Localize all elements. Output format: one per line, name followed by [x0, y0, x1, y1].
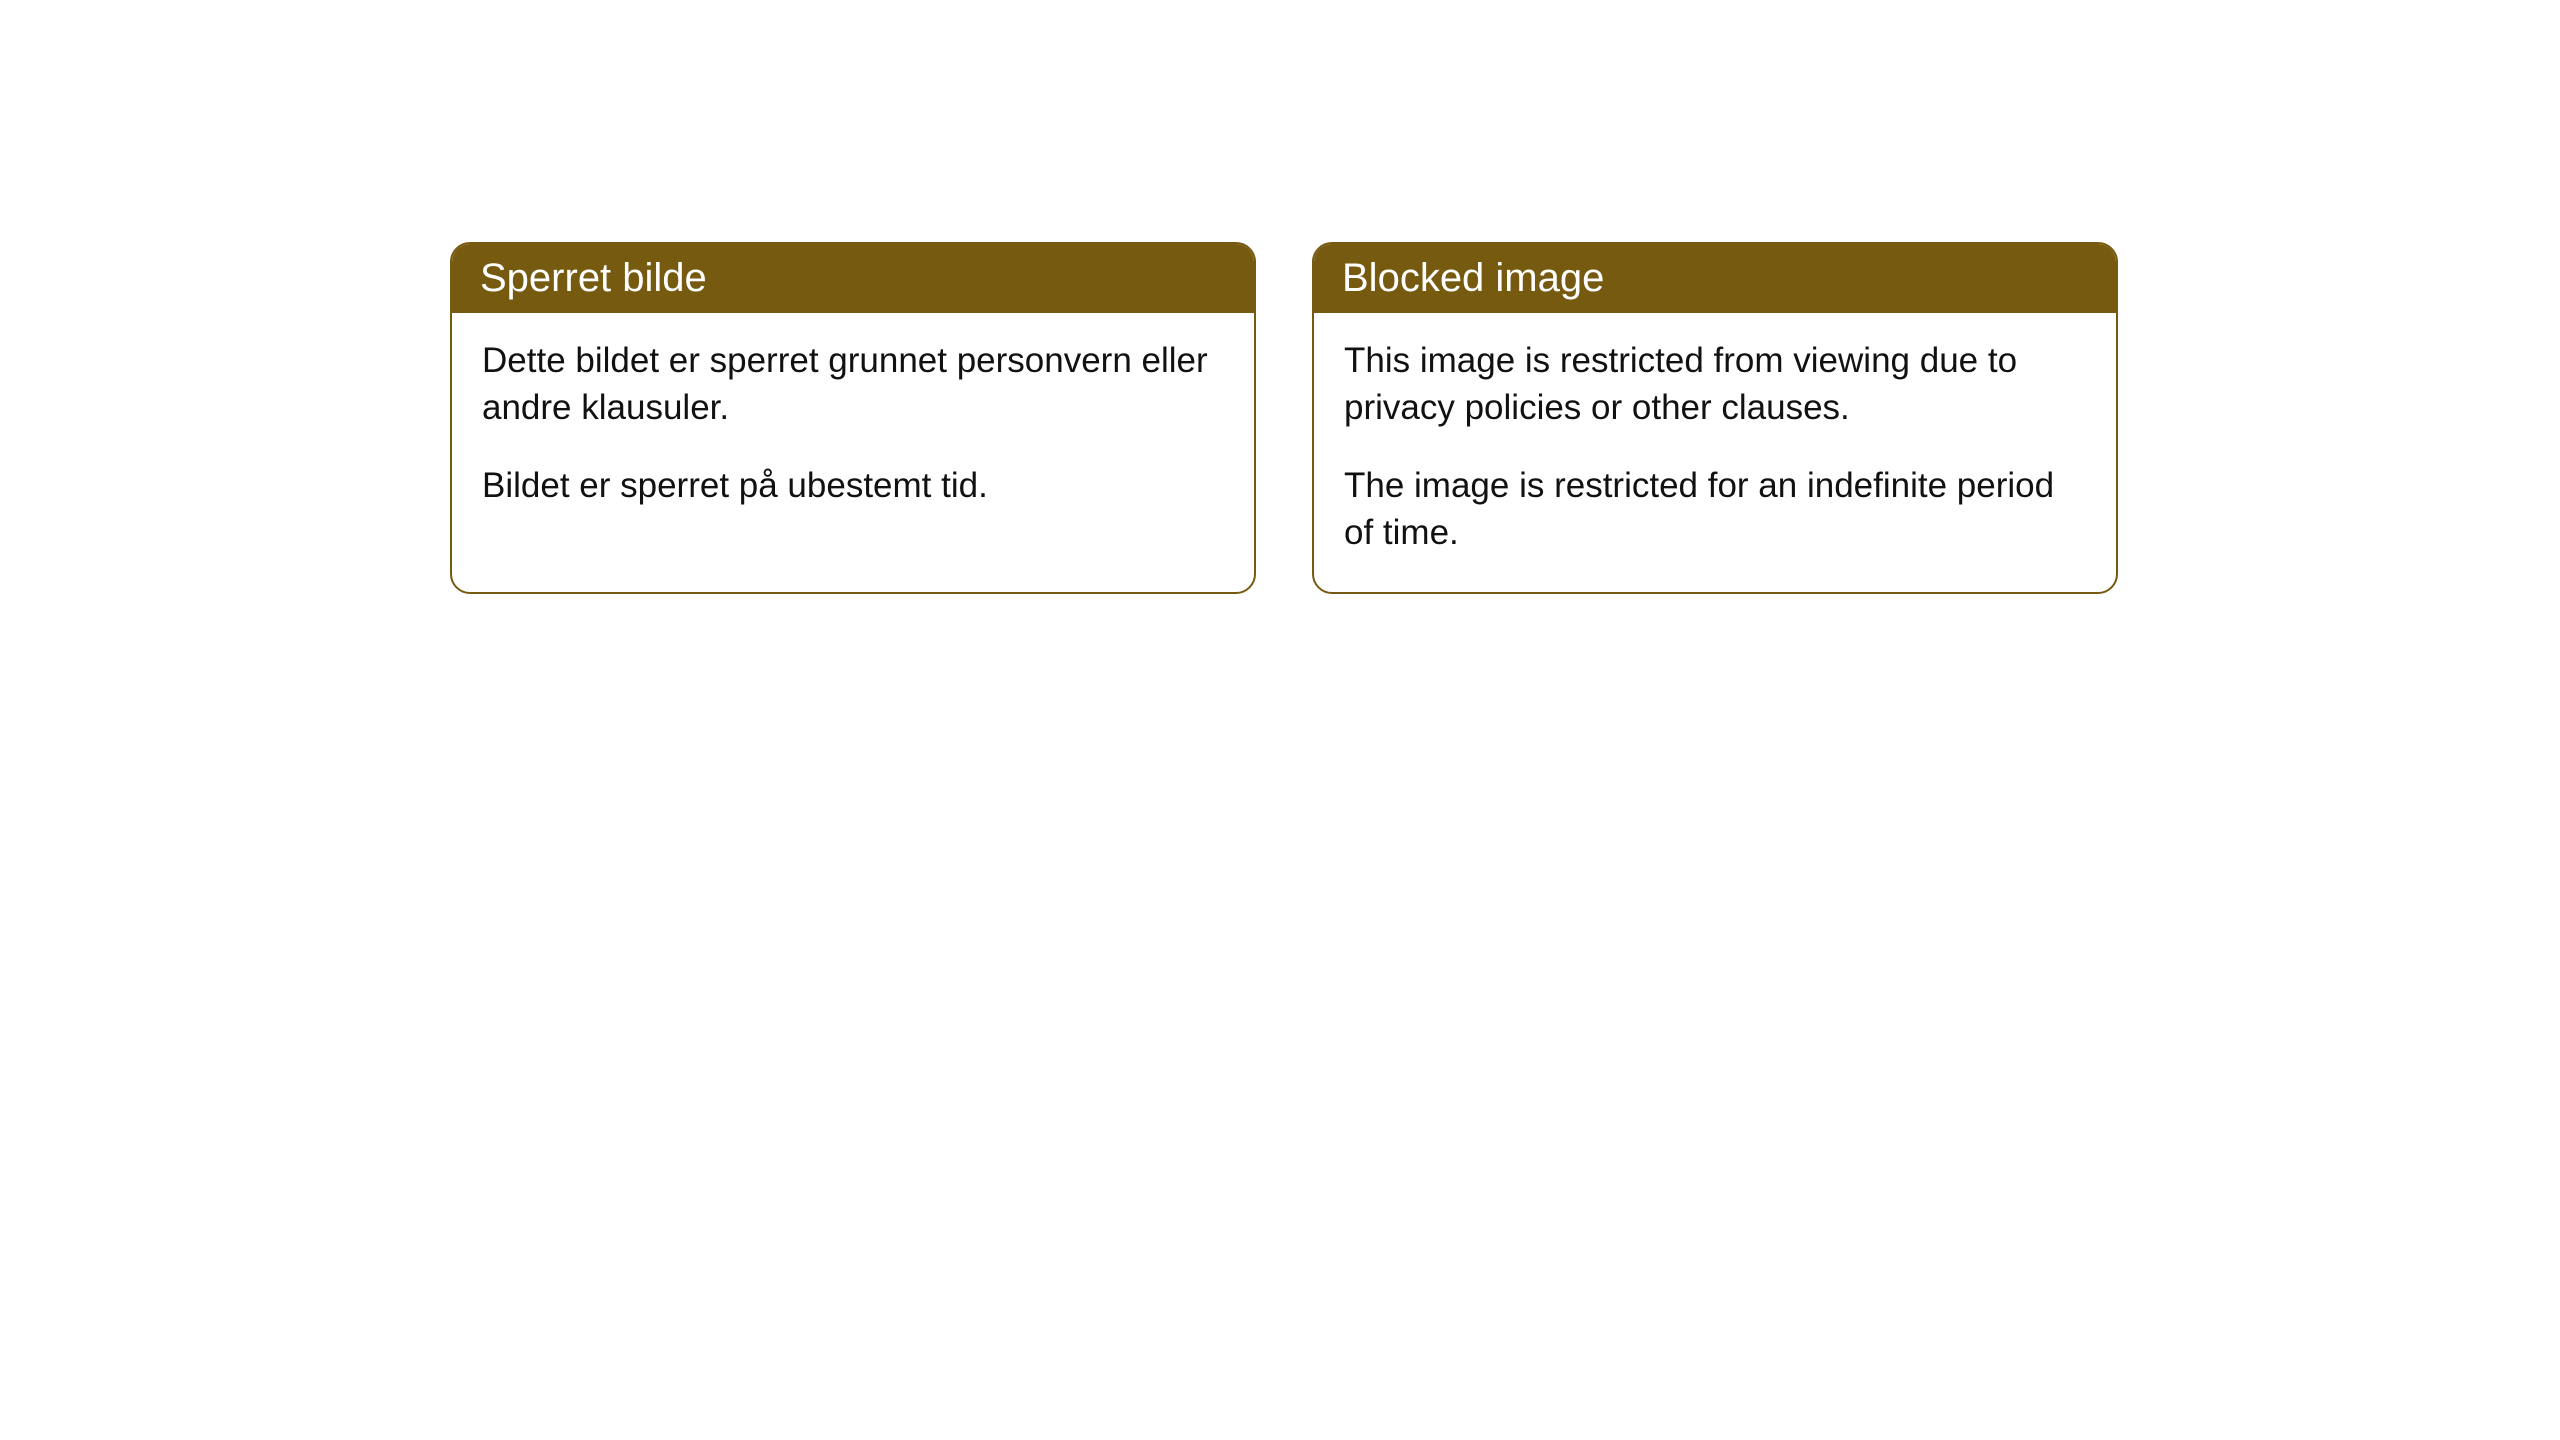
notice-cards-container: Sperret bilde Dette bildet er sperret gr… — [0, 0, 2560, 594]
card-paragraph: This image is restricted from viewing du… — [1344, 337, 2086, 432]
card-title: Sperret bilde — [480, 256, 707, 300]
card-paragraph: The image is restricted for an indefinit… — [1344, 462, 2086, 557]
blocked-image-card-en: Blocked image This image is restricted f… — [1312, 242, 2118, 594]
card-header: Blocked image — [1314, 244, 2116, 313]
card-body: This image is restricted from viewing du… — [1314, 313, 2116, 592]
blocked-image-card-no: Sperret bilde Dette bildet er sperret gr… — [450, 242, 1256, 594]
card-header: Sperret bilde — [452, 244, 1254, 313]
card-title: Blocked image — [1342, 256, 1604, 300]
card-body: Dette bildet er sperret grunnet personve… — [452, 313, 1254, 545]
card-paragraph: Dette bildet er sperret grunnet personve… — [482, 337, 1224, 432]
card-paragraph: Bildet er sperret på ubestemt tid. — [482, 462, 1224, 509]
